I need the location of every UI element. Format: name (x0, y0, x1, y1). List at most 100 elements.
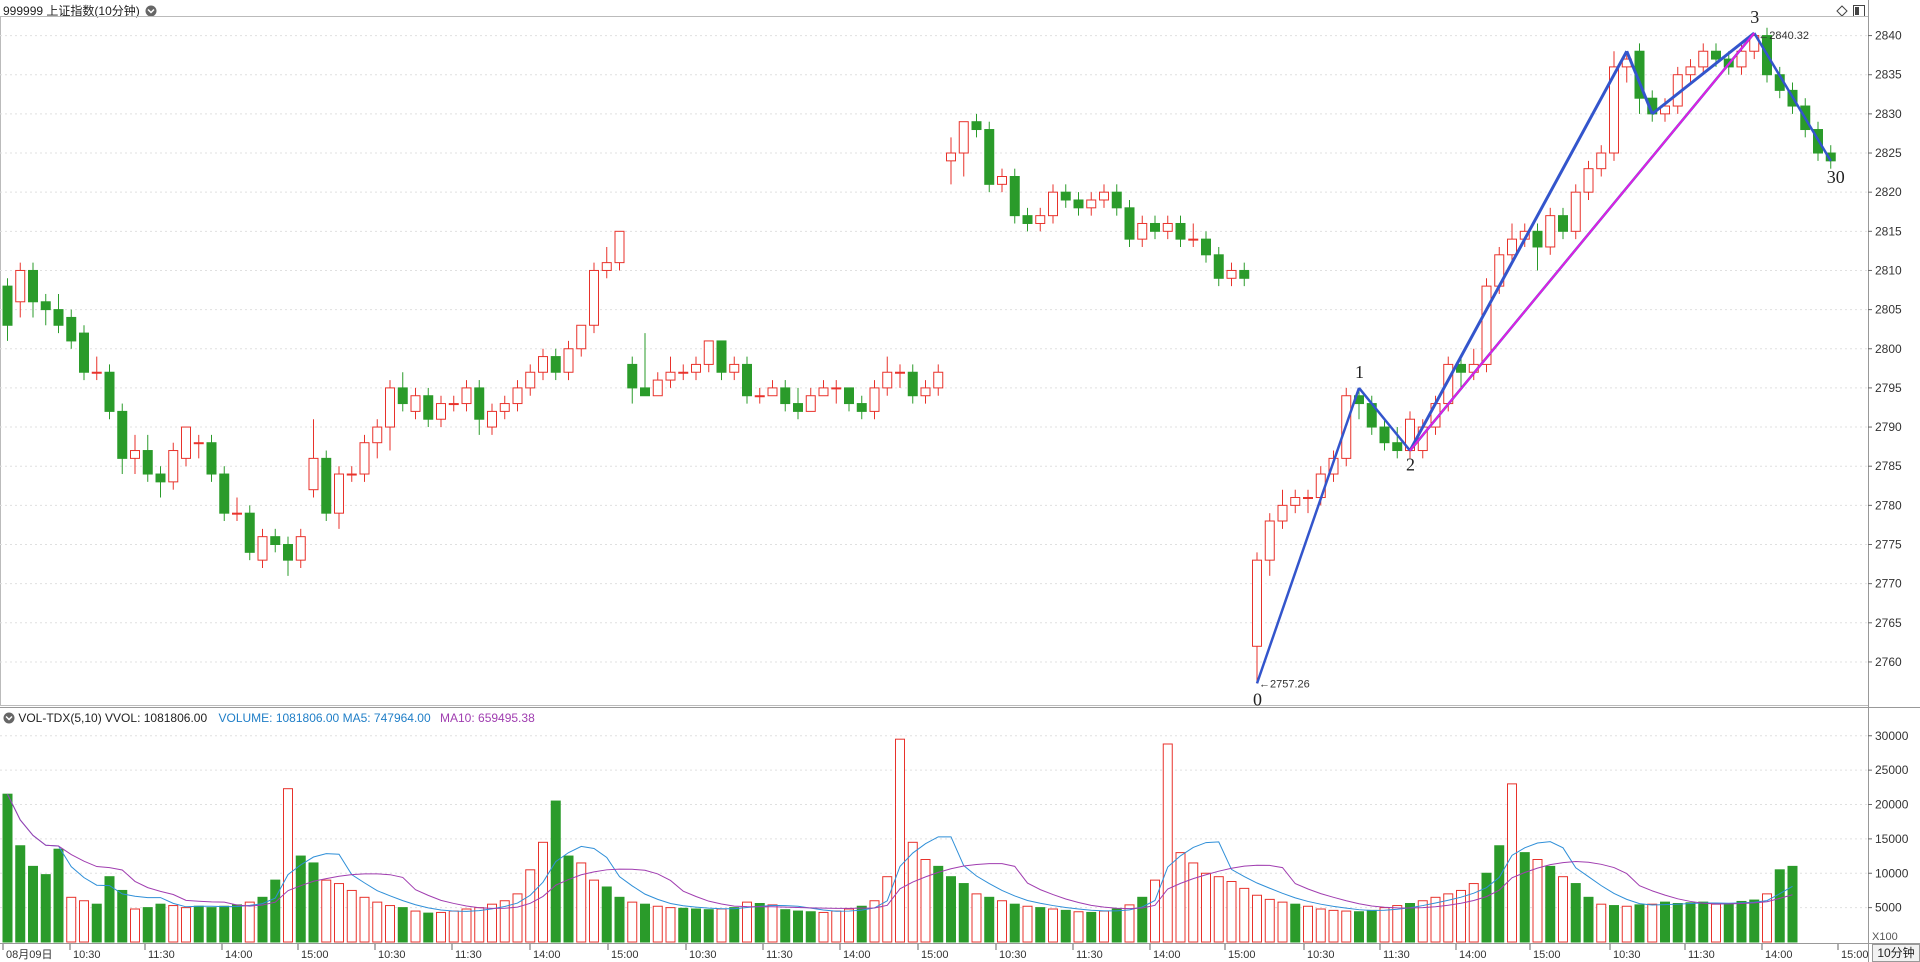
x-tick-label: 14:00 (225, 949, 253, 961)
volume-bar (1277, 901, 1288, 943)
candle-body (181, 426, 191, 459)
candle-body (474, 387, 485, 420)
candle-body (716, 340, 727, 373)
volume-bar (1315, 908, 1326, 943)
price-tick-label: 2820 (1875, 185, 1902, 199)
candle-body (1685, 66, 1696, 76)
candle-body (538, 356, 548, 373)
volume-bar (359, 896, 370, 943)
period-button[interactable]: 10分钟 (1872, 944, 1920, 962)
volume-bar (461, 908, 472, 943)
volume-bar (1736, 900, 1747, 943)
candle-body (1507, 238, 1517, 256)
candle-body (742, 363, 752, 397)
candle-body (1213, 254, 1224, 279)
symbol-code: 999999 (3, 4, 44, 18)
volume-bar (1150, 879, 1160, 943)
candle-body (1086, 199, 1097, 209)
volume-bar (729, 907, 740, 943)
volume-bar (1137, 896, 1148, 943)
candle-body (397, 387, 408, 405)
volume-bar (946, 876, 956, 943)
x-tick-label: 11:30 (1076, 949, 1103, 961)
wave-impulse-line (1408, 50, 1629, 452)
volume-bar (1787, 865, 1798, 943)
candle-body (1303, 497, 1313, 500)
candle-body (997, 176, 1007, 185)
volume-bar (1481, 872, 1492, 943)
volume-bar (1099, 910, 1109, 943)
candle-body (946, 152, 956, 162)
candle-body (1264, 520, 1275, 561)
volume-bar (563, 855, 574, 943)
volume-bar (1723, 903, 1734, 943)
volume-bar (1774, 869, 1785, 943)
volume-bar (1035, 907, 1046, 943)
candle-body (818, 387, 829, 397)
volume-bar (1430, 896, 1441, 943)
candle-body (1277, 504, 1288, 522)
x-tick-label: 14:00 (1153, 949, 1181, 961)
dropdown-icon[interactable] (145, 5, 157, 17)
candle-body (53, 309, 64, 326)
candle-body (1099, 191, 1109, 201)
volume-bar (856, 905, 867, 943)
candle-body (869, 387, 880, 412)
candle-body (117, 410, 128, 459)
volume-bar (1507, 783, 1517, 943)
candle-body (984, 129, 995, 185)
price-tick-label: 2795 (1875, 381, 1902, 395)
volume-bar (346, 889, 357, 943)
volume-value: VOLUME: 1081806.00 (218, 711, 340, 725)
candle-body (1570, 191, 1581, 232)
price-tick-label: 2790 (1875, 420, 1902, 434)
volume-bar (691, 908, 701, 943)
volume-bar (1048, 908, 1058, 943)
candle-body (678, 371, 689, 374)
candle-body (1137, 222, 1148, 240)
volume-bar (550, 800, 561, 943)
x-tick-label: 10:30 (378, 949, 406, 961)
candle-body (359, 442, 370, 475)
volume-bar (958, 883, 969, 943)
volume-bar (206, 907, 217, 943)
volume-bar (1086, 911, 1097, 943)
volume-bar (2, 793, 13, 943)
candle-body (193, 442, 204, 445)
price-tick-label: 2830 (1875, 107, 1902, 121)
candle-body (142, 450, 153, 475)
volume-bar (1201, 872, 1211, 943)
volume-bar (168, 905, 179, 943)
volume-bar (308, 862, 319, 943)
x-tick-label: 11:30 (766, 949, 793, 961)
volume-bar (703, 909, 714, 943)
candle-body (614, 230, 625, 264)
candle-body (793, 403, 803, 412)
candle-body (652, 379, 663, 397)
candle-body (703, 340, 714, 365)
candle-body (754, 395, 765, 398)
x-tick-label: 08月09日 (6, 949, 52, 961)
price-tick-label: 2810 (1875, 263, 1902, 277)
volume-bar (499, 900, 510, 943)
volume-bar (1685, 902, 1696, 943)
volume-bar (831, 910, 842, 943)
candle-body (1290, 497, 1301, 506)
volume-bar (780, 909, 791, 943)
candle-body (1035, 215, 1046, 224)
ma5-value: MA5: 747964.00 (342, 711, 431, 725)
volume-bar (1468, 883, 1479, 943)
volume-bar (1558, 876, 1568, 943)
dropdown-icon[interactable] (3, 712, 15, 724)
candle-body (1596, 152, 1607, 170)
price-tick-label: 2815 (1875, 224, 1902, 238)
candle-body (487, 410, 497, 428)
candle-body (1124, 207, 1135, 240)
candle-body (321, 457, 332, 514)
x-tick-label: 15:00 (1228, 949, 1256, 961)
ma5-line (7, 793, 1793, 912)
candle-body (1060, 191, 1071, 201)
volume-bar (1213, 876, 1224, 943)
volume-bar (1621, 905, 1632, 943)
